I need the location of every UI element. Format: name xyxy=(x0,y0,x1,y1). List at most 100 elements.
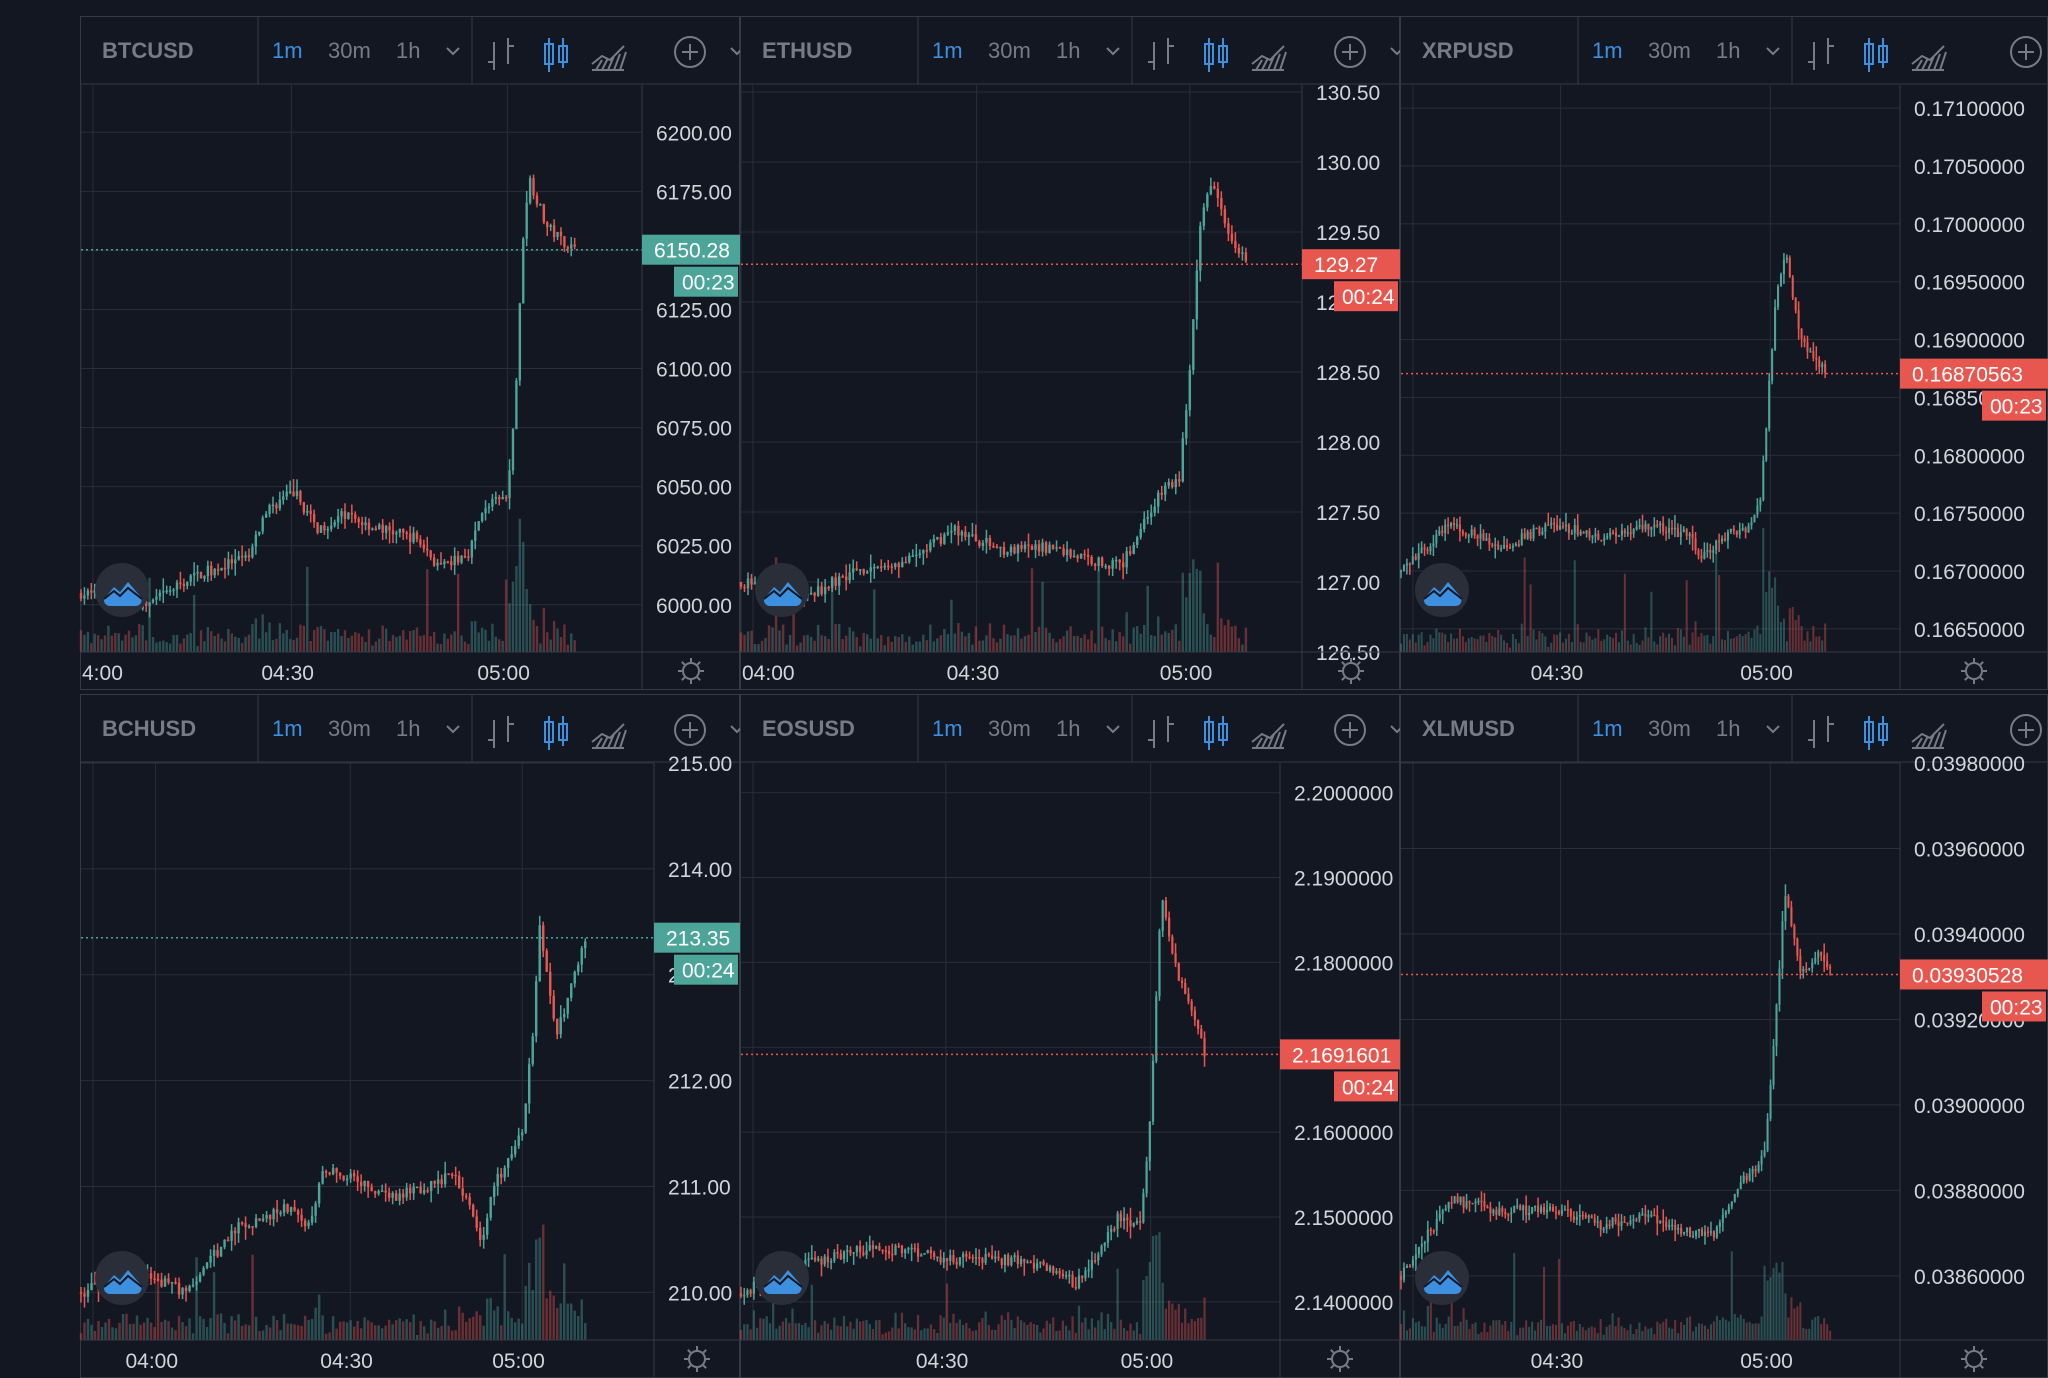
area-chart-icon[interactable] xyxy=(591,45,627,71)
volume-bar xyxy=(474,621,477,652)
bar-chart-icon[interactable] xyxy=(1148,38,1174,70)
timeframe-30m[interactable]: 30m xyxy=(1648,38,1691,63)
volume-bar xyxy=(884,1332,887,1340)
area-chart-icon[interactable] xyxy=(1911,723,1947,749)
volume-bar xyxy=(268,622,271,652)
candle xyxy=(1195,270,1199,320)
volume-bar xyxy=(542,607,546,652)
timeframe-1m[interactable]: 1m xyxy=(272,716,303,741)
candle xyxy=(1039,1261,1042,1264)
volume-bar xyxy=(1759,633,1762,652)
volume-bar xyxy=(468,1318,471,1340)
volume-bar xyxy=(922,634,925,652)
candlestick-icon[interactable] xyxy=(544,38,568,72)
candle xyxy=(333,522,336,526)
plus-circle-icon[interactable] xyxy=(1334,36,1366,68)
candle xyxy=(436,562,439,566)
symbol-label[interactable]: XLMUSD xyxy=(1422,716,1515,741)
candle xyxy=(1145,1161,1148,1194)
candle xyxy=(813,1257,817,1261)
volume-bar xyxy=(1700,633,1703,652)
timeframe-1h[interactable]: 1h xyxy=(396,38,420,63)
area-chart-icon[interactable] xyxy=(1251,45,1287,71)
timeframe-30m[interactable]: 30m xyxy=(328,716,371,741)
gear-icon[interactable] xyxy=(678,658,704,684)
symbol-label[interactable]: XRPUSD xyxy=(1422,38,1514,63)
candlestick-icon[interactable] xyxy=(1864,716,1888,750)
chevron-down-icon[interactable] xyxy=(1106,47,1120,56)
gear-icon[interactable] xyxy=(1961,1346,1987,1372)
gear-icon[interactable] xyxy=(684,1346,710,1372)
candle xyxy=(556,1018,559,1035)
symbol-label[interactable]: BCHUSD xyxy=(102,716,196,741)
gear-tooth xyxy=(687,1349,692,1354)
volume-bar xyxy=(799,642,802,652)
candlestick-icon[interactable] xyxy=(1204,716,1228,750)
volume-bar xyxy=(1129,1323,1132,1340)
candle xyxy=(878,1246,881,1250)
area-chart-icon[interactable] xyxy=(1911,45,1947,71)
bar-chart-icon[interactable] xyxy=(1808,38,1834,70)
timeframe-1m[interactable]: 1m xyxy=(1592,38,1623,63)
timeframe-1h[interactable]: 1h xyxy=(1716,38,1740,63)
candle xyxy=(202,1268,205,1275)
candle xyxy=(1723,538,1727,541)
volume-bar xyxy=(1802,1327,1805,1340)
candle-body xyxy=(1218,45,1228,63)
volume-bar xyxy=(1730,1251,1733,1340)
volume-bar xyxy=(1048,1323,1052,1340)
candle xyxy=(286,1204,289,1212)
timeframe-1m[interactable]: 1m xyxy=(272,38,303,63)
area-chart-icon[interactable] xyxy=(1251,723,1287,749)
gear-icon[interactable] xyxy=(1961,658,1987,684)
timeframe-1h[interactable]: 1h xyxy=(1056,38,1080,63)
timeframe-1m[interactable]: 1m xyxy=(932,38,963,63)
bar-chart-icon[interactable] xyxy=(1148,716,1174,748)
volume-bar xyxy=(175,634,179,652)
candlestick-icon[interactable] xyxy=(544,716,568,750)
candle xyxy=(1545,1209,1549,1213)
volume-bar xyxy=(984,1311,987,1340)
symbol-label[interactable]: EOSUSD xyxy=(762,716,855,741)
symbol-label[interactable]: ETHUSD xyxy=(762,38,852,63)
symbol-label[interactable]: BTCUSD xyxy=(102,38,194,63)
volume-bar xyxy=(1560,1323,1563,1340)
timeframe-30m[interactable]: 30m xyxy=(988,716,1031,741)
volume-bar xyxy=(1578,1324,1581,1340)
timeframe-30m[interactable]: 30m xyxy=(328,38,371,63)
plus-circle-icon[interactable] xyxy=(2010,36,2042,68)
gear-icon[interactable] xyxy=(1327,1346,1353,1372)
area-chart-icon[interactable] xyxy=(591,723,627,749)
plus-circle-icon[interactable] xyxy=(674,36,706,68)
y-tick-label: 0.16800000 xyxy=(1914,445,2025,468)
candle xyxy=(86,590,90,596)
volume-bar xyxy=(79,1333,83,1340)
chevron-down-icon[interactable] xyxy=(446,47,460,56)
plus-circle-icon[interactable] xyxy=(674,714,706,746)
bar-chart-icon[interactable] xyxy=(488,716,514,748)
volume-bar xyxy=(1815,636,1818,652)
chevron-down-icon[interactable] xyxy=(446,725,460,734)
candlestick-icon[interactable] xyxy=(1204,38,1228,72)
plus-circle-icon[interactable] xyxy=(2010,714,2042,746)
timeframe-1m[interactable]: 1m xyxy=(1592,716,1623,741)
timeframe-1h[interactable]: 1h xyxy=(396,716,420,741)
timeframe-1m[interactable]: 1m xyxy=(932,716,963,741)
plus-circle-icon[interactable] xyxy=(1334,714,1366,746)
chevron-down-icon[interactable] xyxy=(1766,725,1780,734)
chevron-down-icon[interactable] xyxy=(1766,47,1780,56)
volume-bar xyxy=(1000,1315,1003,1340)
timeframe-1h[interactable]: 1h xyxy=(1716,716,1740,741)
bar-chart-icon[interactable] xyxy=(1808,716,1834,748)
gear-icon[interactable] xyxy=(1338,658,1364,684)
candlestick-icon[interactable] xyxy=(1864,38,1888,72)
volume-bar xyxy=(1563,1333,1566,1340)
bar-chart-icon[interactable] xyxy=(488,38,514,70)
timeframe-30m[interactable]: 30m xyxy=(988,38,1031,63)
volume-bar xyxy=(240,642,244,652)
candle xyxy=(223,567,227,570)
chevron-down-icon[interactable] xyxy=(1106,725,1120,734)
timeframe-1h[interactable]: 1h xyxy=(1056,716,1080,741)
volume-bar xyxy=(478,1315,482,1340)
timeframe-30m[interactable]: 30m xyxy=(1648,716,1691,741)
